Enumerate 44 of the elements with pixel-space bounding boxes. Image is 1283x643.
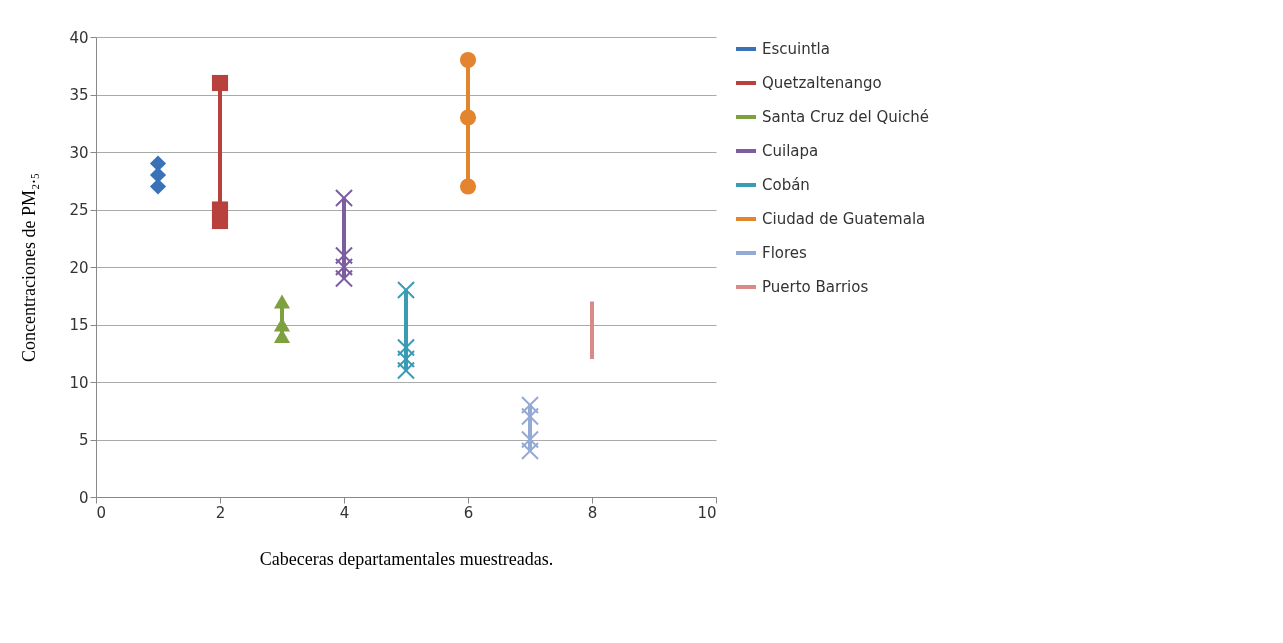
point bbox=[396, 338, 416, 357]
point bbox=[396, 349, 416, 369]
legend-label: Santa Cruz del Quiché bbox=[762, 108, 929, 126]
point bbox=[459, 51, 477, 69]
legend-label: Puerto Barrios bbox=[762, 278, 869, 296]
point bbox=[520, 441, 540, 461]
y-tick-label: 20 bbox=[69, 258, 89, 277]
x-tick-label: 0 bbox=[96, 503, 107, 522]
x-tick-label: 6 bbox=[463, 503, 474, 522]
legend-label: Ciudad de Guatemala bbox=[762, 210, 926, 228]
y-tick-label: 10 bbox=[69, 373, 89, 392]
y-tick-label: 35 bbox=[69, 86, 89, 104]
x-tick-label: 10 bbox=[697, 503, 717, 522]
y-tick-label: 5 bbox=[78, 431, 89, 449]
point bbox=[149, 155, 167, 172]
point bbox=[334, 188, 354, 208]
y-axis-title: Concentraciones de PM₂.₅ bbox=[19, 172, 40, 363]
point bbox=[211, 74, 229, 92]
point bbox=[273, 294, 291, 309]
point bbox=[334, 246, 354, 265]
x-tick-label: 4 bbox=[339, 503, 350, 522]
point bbox=[211, 201, 229, 218]
x-tick-label: 8 bbox=[587, 503, 598, 522]
point bbox=[459, 178, 477, 195]
legend-label: Cuilapa bbox=[762, 142, 819, 160]
point bbox=[334, 269, 354, 288]
point bbox=[520, 395, 540, 415]
y-tick-label: 15 bbox=[69, 316, 89, 334]
point bbox=[459, 109, 477, 126]
point bbox=[520, 407, 540, 426]
legend-label: Flores bbox=[762, 244, 808, 262]
legend-label: Cobán bbox=[762, 176, 810, 194]
point bbox=[396, 361, 416, 380]
y-tick-label: 40 bbox=[69, 28, 89, 47]
y-tick-label: 25 bbox=[69, 201, 89, 219]
legend-label: Escuintla bbox=[762, 40, 830, 58]
y-tick-label: 30 bbox=[69, 143, 89, 162]
x-tick-label: 2 bbox=[215, 503, 226, 522]
point bbox=[520, 430, 540, 449]
y-tick-label: 0 bbox=[78, 488, 89, 507]
x-axis-title: Cabeceras departamentales muestreadas. bbox=[259, 548, 554, 569]
point bbox=[396, 280, 416, 300]
legend-label: Quetzaltenango bbox=[762, 74, 882, 92]
point bbox=[334, 257, 354, 277]
